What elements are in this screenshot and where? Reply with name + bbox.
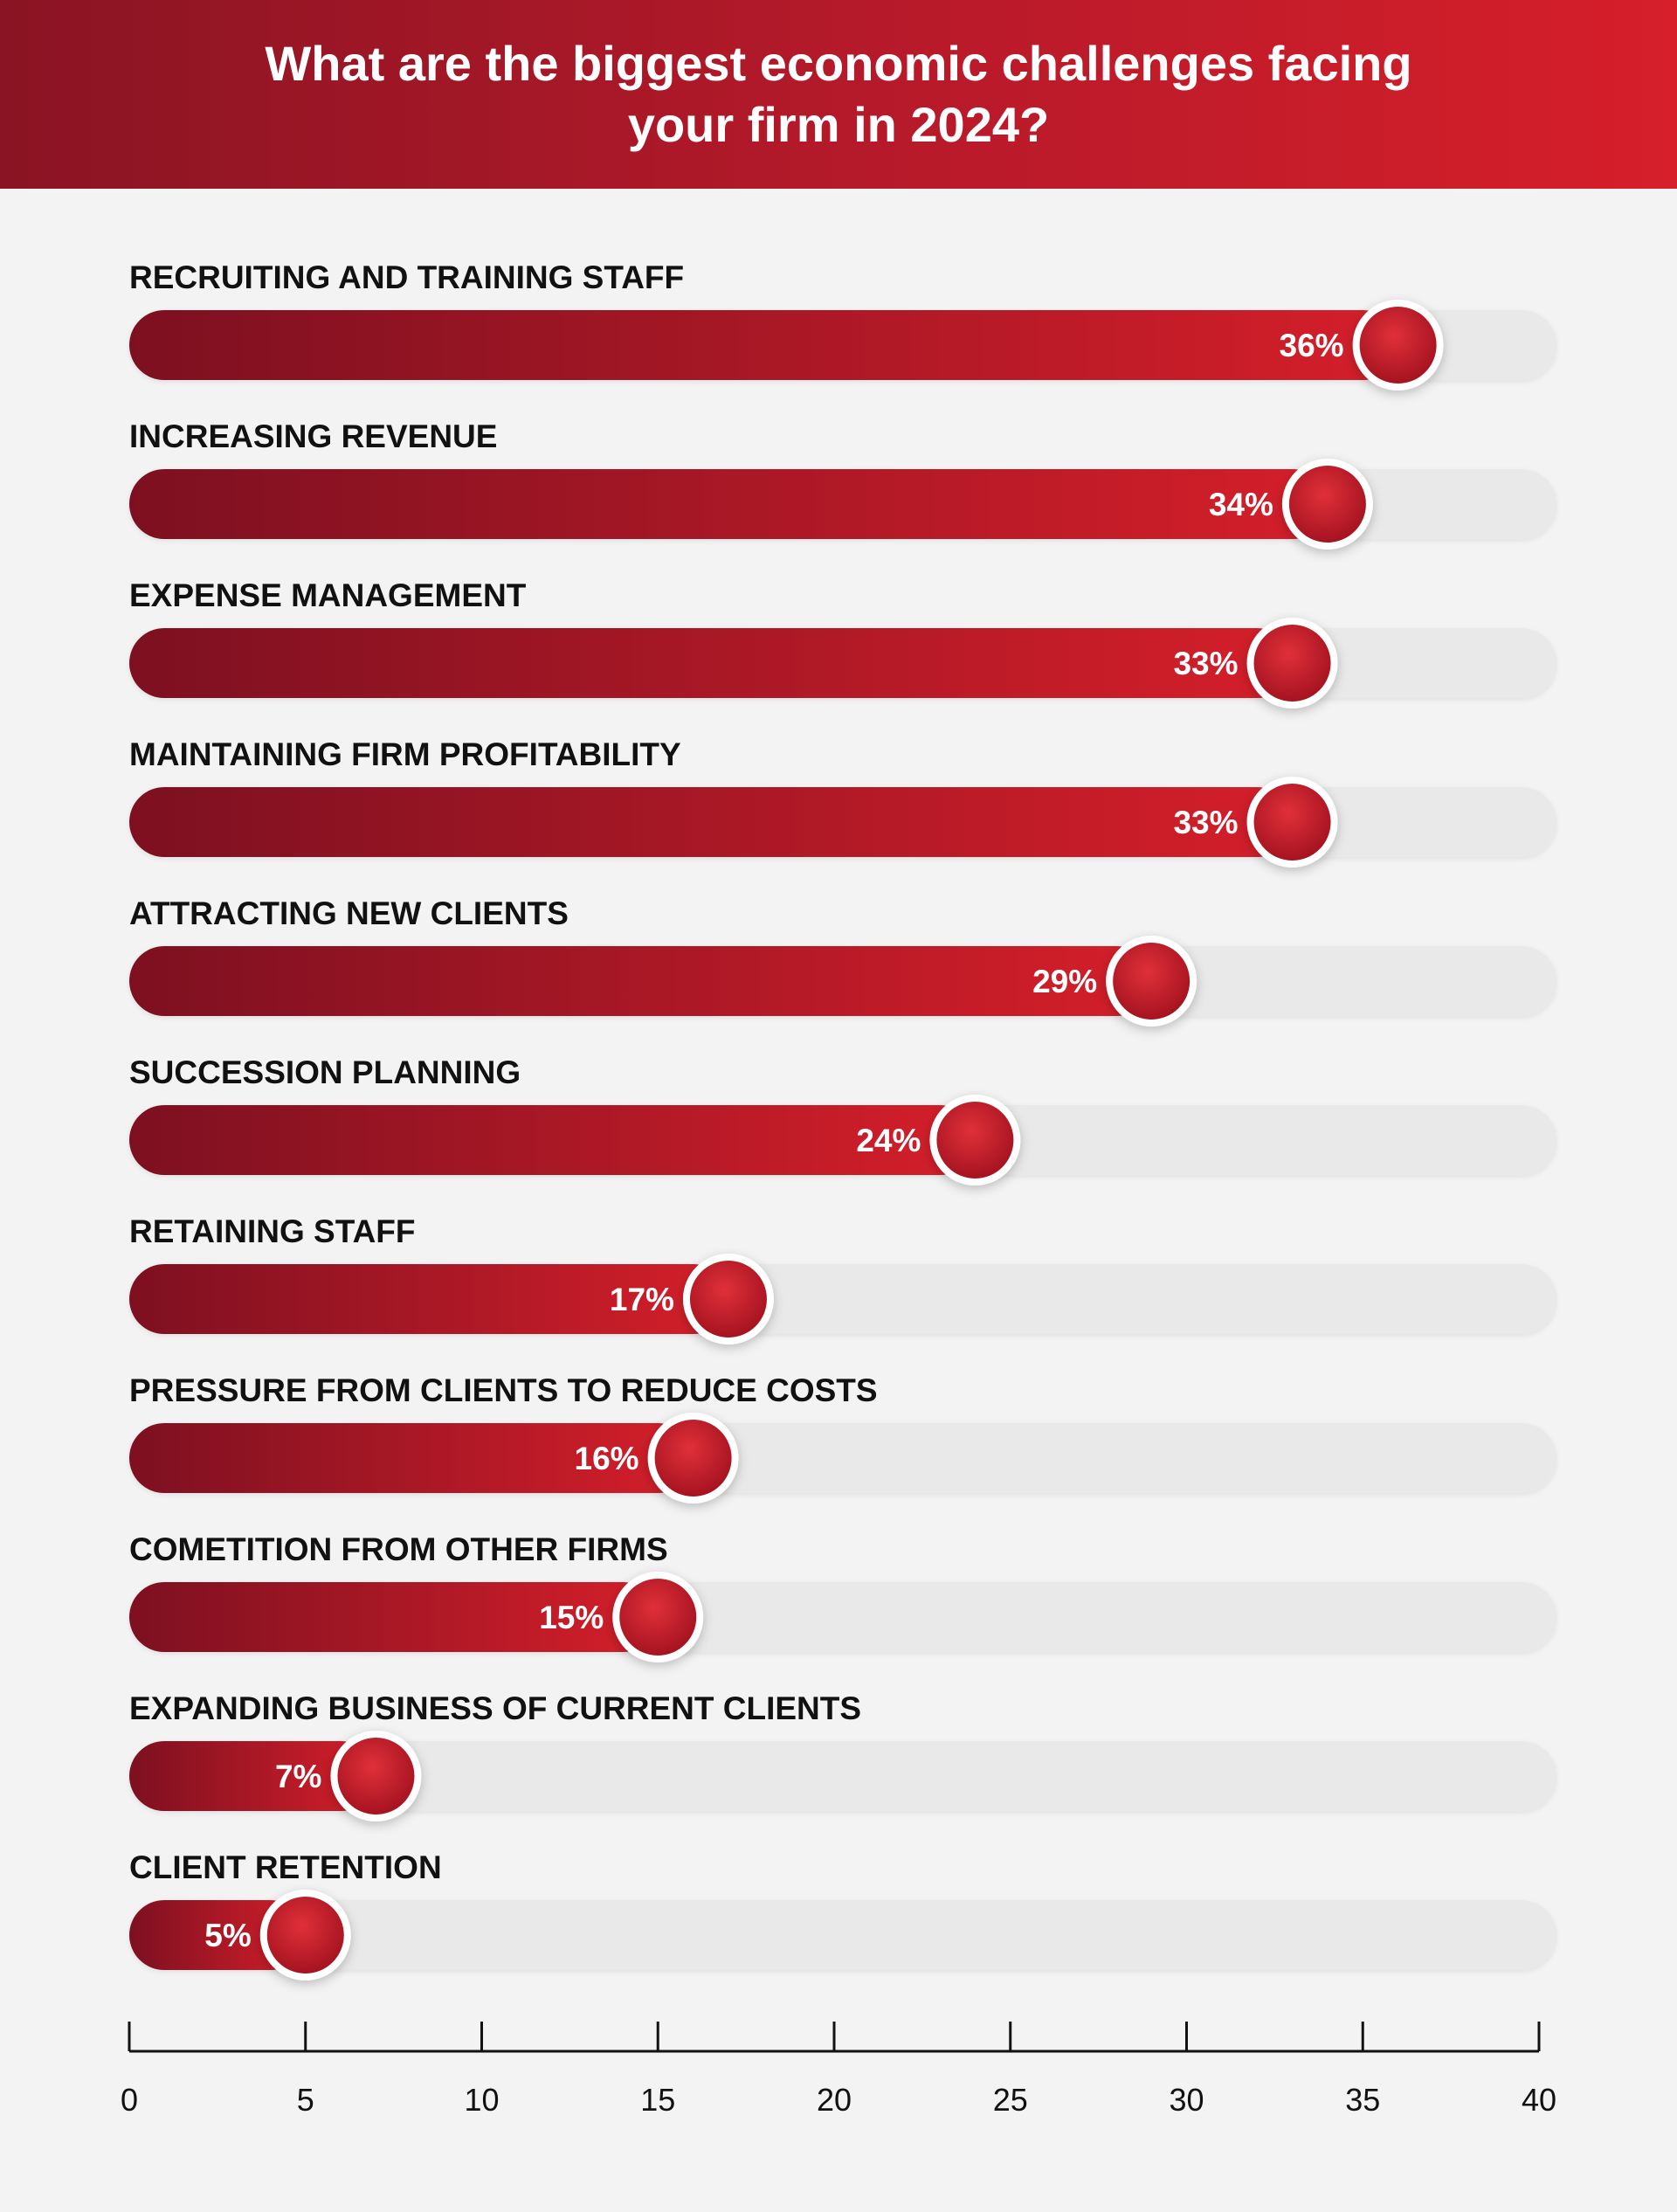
bar-row: RECRUITING AND TRAINING STAFF 36%: [129, 259, 1556, 391]
bar-end-marker: [330, 1731, 422, 1821]
category-label: SUCCESSION PLANNING: [129, 1054, 521, 1090]
category-label: RETAINING STAFF: [129, 1213, 416, 1249]
bar-end-marker: [259, 1890, 351, 1980]
value-label: 29%: [1032, 964, 1097, 999]
bar: [129, 1582, 659, 1652]
bar: [129, 1741, 376, 1811]
bar-row: INCREASING REVENUE 34%: [129, 418, 1556, 550]
category-label: CLIENT RETENTION: [129, 1849, 442, 1885]
value-label: 36%: [1280, 328, 1344, 363]
bar: [129, 787, 1293, 857]
bar: [129, 946, 1152, 1016]
bar: [129, 628, 1293, 698]
bar-end-marker: [1246, 618, 1338, 709]
x-tick-label: 5: [297, 2082, 314, 2118]
bar-track: [129, 1900, 1556, 1970]
bar-row: ATTRACTING NEW CLIENTS 29%: [129, 895, 1556, 1027]
value-label: 7%: [275, 1759, 321, 1794]
bar-row: RETAINING STAFF 17%: [129, 1213, 1556, 1344]
bar-end-marker: [1352, 300, 1444, 391]
bar-end-marker: [1106, 936, 1197, 1027]
x-tick-label: 20: [817, 2082, 852, 2118]
category-label: EXPANDING BUSINESS OF CURRENT CLIENTS: [129, 1690, 861, 1726]
bar-end-marker: [1281, 459, 1373, 550]
category-label: EXPENSE MANAGEMENT: [129, 577, 527, 613]
x-tick-label: 40: [1522, 2082, 1556, 2118]
bar-row: MAINTAINING FIRM PROFITABILITY 33%: [129, 736, 1556, 868]
value-label: 34%: [1209, 487, 1273, 522]
bar: [129, 1105, 976, 1175]
bar-row: SUCCESSION PLANNING 24%: [129, 1054, 1556, 1185]
bar-end-marker: [1246, 777, 1338, 868]
value-label: 24%: [856, 1123, 921, 1158]
bar: [129, 1264, 728, 1334]
bar-row: EXPENSE MANAGEMENT 33%: [129, 577, 1556, 709]
bar-end-marker: [647, 1413, 739, 1503]
bar-row: EXPANDING BUSINESS OF CURRENT CLIENTS 7%: [129, 1690, 1556, 1821]
x-axis: 0 5 10 15 20 25 30 35 40: [121, 2022, 1556, 2118]
bar-row: COMETITION FROM OTHER FIRMS 15%: [129, 1531, 1556, 1662]
category-label: MAINTAINING FIRM PROFITABILITY: [129, 736, 681, 772]
value-label: 33%: [1173, 805, 1238, 840]
value-label: 33%: [1173, 646, 1238, 681]
bars-group: RECRUITING AND TRAINING STAFF 36% INCREASI…: [129, 259, 1556, 1980]
bar: [129, 469, 1328, 539]
x-tick-label: 30: [1169, 2082, 1204, 2118]
value-label: 5%: [204, 1918, 251, 1953]
x-tick-label: 15: [640, 2082, 675, 2118]
chart-header: What are the biggest economic challenges…: [0, 0, 1677, 189]
value-label: 17%: [610, 1282, 674, 1317]
value-label: 16%: [575, 1441, 639, 1476]
x-tick-label: 0: [121, 2082, 138, 2118]
bar-end-marker: [612, 1572, 704, 1662]
bar-end-marker: [682, 1254, 774, 1344]
bar-end-marker: [929, 1095, 1021, 1185]
bar: [129, 310, 1398, 380]
x-tick-label: 35: [1345, 2082, 1380, 2118]
value-label: 15%: [539, 1600, 604, 1635]
bar: [129, 1423, 694, 1493]
bar-row: PRESSURE FROM CLIENTS TO REDUCE COSTS 16%: [129, 1372, 1556, 1503]
bar-row: CLIENT RETENTION 5%: [129, 1849, 1556, 1980]
bar: [129, 1900, 306, 1970]
category-label: ATTRACTING NEW CLIENTS: [129, 895, 569, 931]
category-label: COMETITION FROM OTHER FIRMS: [129, 1531, 668, 1567]
x-tick-label: 10: [464, 2082, 499, 2118]
bar-track: [129, 1741, 1556, 1811]
category-label: PRESSURE FROM CLIENTS TO REDUCE COSTS: [129, 1372, 878, 1408]
category-label: RECRUITING AND TRAINING STAFF: [129, 259, 684, 295]
category-label: INCREASING REVENUE: [129, 418, 497, 454]
chart-title: What are the biggest economic challenges…: [265, 36, 1412, 152]
x-tick-label: 25: [993, 2082, 1028, 2118]
